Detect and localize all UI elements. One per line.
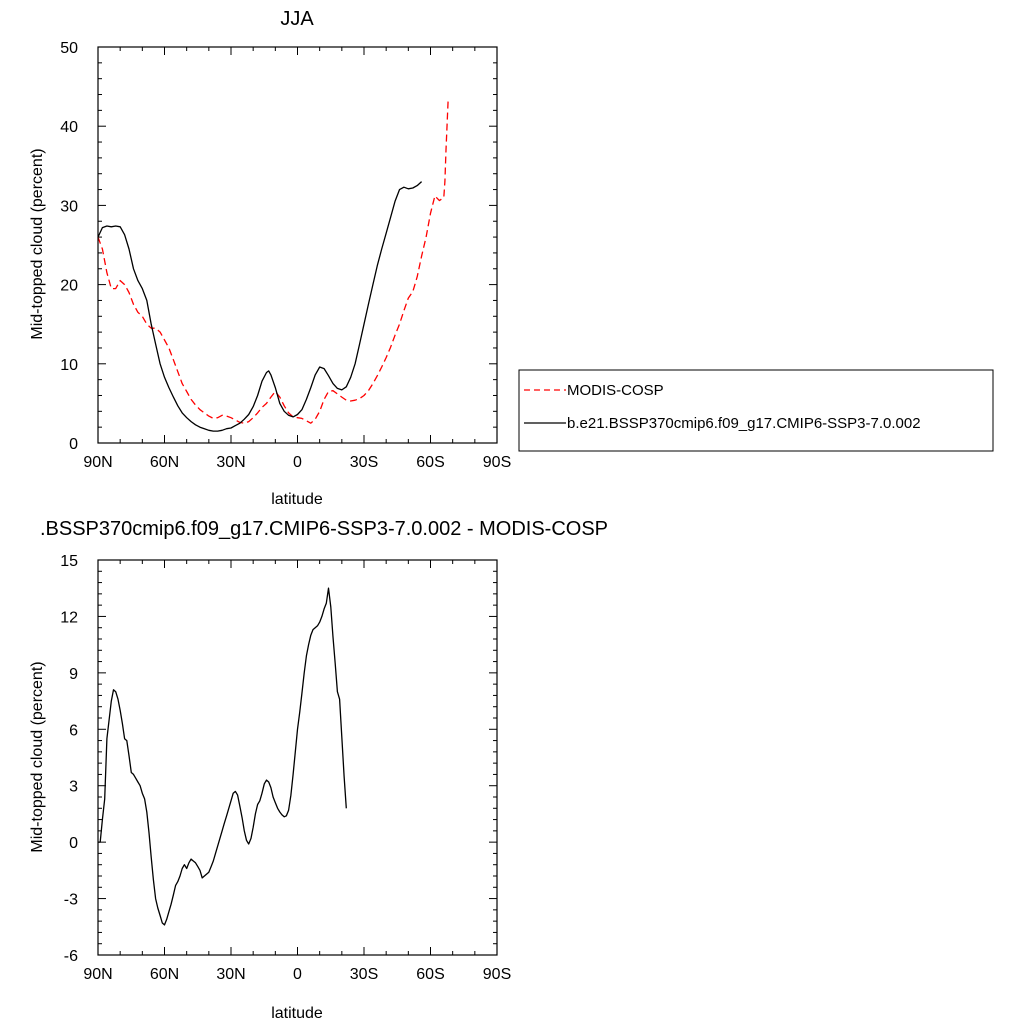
series-layer <box>98 587 347 926</box>
x-tick-label: 30S <box>350 966 378 983</box>
series-line-0 <box>98 587 347 926</box>
chart-title: JJA <box>280 8 314 30</box>
y-axis-label: Mid-topped cloud (percent) <box>29 661 46 852</box>
x-tick-label: 60S <box>416 454 444 471</box>
y-tick-label: 12 <box>60 609 78 626</box>
x-tick-label: 90S <box>483 454 511 471</box>
x-tick-label: 60N <box>150 966 179 983</box>
x-tick-label: 60S <box>416 966 444 983</box>
x-tick-label: 60N <box>150 454 179 471</box>
x-tick-label: 30N <box>216 966 245 983</box>
x-tick-label: 0 <box>293 966 302 983</box>
legend-label-modis-cosp: MODIS-COSP <box>567 382 664 399</box>
y-tick-label: 9 <box>69 666 78 683</box>
series-layer <box>97 98 449 432</box>
y-tick-label: 50 <box>60 40 78 57</box>
y-tick-label: 0 <box>69 436 78 453</box>
chart-top-panel: JJA Mid-topped cloud (percent) latitude … <box>29 8 994 508</box>
x-axis-label: latitude <box>271 491 323 508</box>
y-tick-label: 3 <box>69 779 78 796</box>
x-tick-label: 90N <box>83 966 112 983</box>
legend: MODIS-COSP b.e21.BSSP370cmip6.f09_g17.CM… <box>518 369 994 452</box>
x-tick-label: 30S <box>350 454 378 471</box>
plot-frame <box>97 46 498 444</box>
series-line-1 <box>97 181 423 432</box>
x-tick-label: 0 <box>293 454 302 471</box>
y-tick-label: 15 <box>60 553 78 570</box>
y-tick-label: 6 <box>69 722 78 739</box>
x-tick-label: 30N <box>216 454 245 471</box>
x-tick-label: 90N <box>83 454 112 471</box>
legend-box <box>518 369 994 452</box>
y-tick-label: -3 <box>64 892 78 909</box>
y-tick-label: 0 <box>69 835 78 852</box>
x-axis-label: latitude <box>271 1005 323 1022</box>
y-tick-label: 30 <box>60 198 78 215</box>
axis-ticks: 90N 60N 30N 0 30S 60S 90S -6 -3 0 3 6 9 12 15 <box>60 553 511 983</box>
plot-frame <box>97 559 498 956</box>
chart-title: .BSSP370cmip6.f09_g17.CMIP6-SSP3-7.0.002… <box>40 518 608 540</box>
y-tick-label: -6 <box>64 948 78 965</box>
y-tick-label: 20 <box>60 278 78 295</box>
x-tick-label: 90S <box>483 966 511 983</box>
axis-ticks: 90N 60N 30N 0 30S 60S 90S 0 10 20 30 40 50 <box>60 40 511 471</box>
series-line-0 <box>97 98 449 424</box>
chart-bottom-panel: .BSSP370cmip6.f09_g17.CMIP6-SSP3-7.0.002… <box>29 518 608 1022</box>
legend-label-model: b.e21.BSSP370cmip6.f09_g17.CMIP6-SSP3-7.… <box>567 415 921 432</box>
y-axis-label: Mid-topped cloud (percent) <box>29 148 46 339</box>
y-tick-label: 10 <box>60 357 78 374</box>
y-tick-label: 40 <box>60 119 78 136</box>
